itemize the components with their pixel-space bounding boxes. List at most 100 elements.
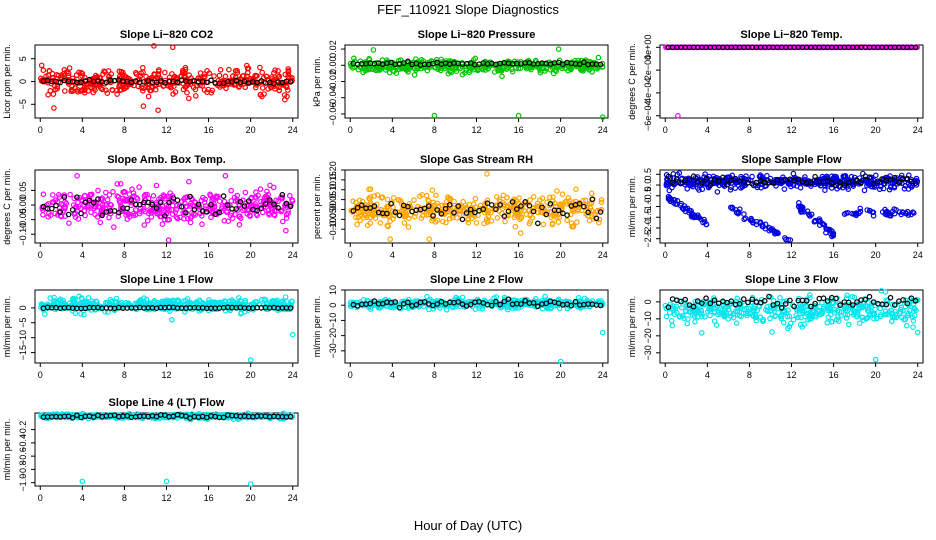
data-point [472,195,479,202]
data-point [747,44,753,51]
y-tick-label: 0.20 [328,161,338,179]
data-point [148,214,155,220]
chart-title: Slope Line 3 Flow [745,274,838,286]
chart-title: Slope Amb. Box Temp. [107,154,226,166]
data-point [529,205,536,212]
data-point [777,294,783,301]
reference-point [405,203,411,210]
data-point [187,219,194,226]
reference-point [137,201,143,208]
data-point [103,189,109,196]
data-point [449,214,456,221]
data-point [429,187,436,194]
x-tick-label: 12 [786,370,796,380]
x-tick-label: 0 [348,250,353,260]
data-points [663,170,921,243]
data-point [236,221,243,228]
data-point [386,210,393,217]
x-tick-label: 24 [913,250,923,260]
reference-point [258,205,265,212]
chart-title: Slope Gas Stream RH [420,154,533,166]
reference-point [74,194,80,201]
data-point [114,193,121,199]
data-point [584,204,590,211]
data-point [126,191,133,197]
data-point [283,227,289,234]
data-point [254,205,261,211]
x-tick-label: 0 [663,125,668,135]
x-tick-label: 20 [246,250,256,260]
y-tick-label: −0.05 [328,208,338,231]
data-point [396,66,403,73]
data-points [348,171,605,242]
data-point [547,67,554,73]
data-point [228,187,235,194]
reference-point [597,61,604,68]
y-tick-label: 0.00 [328,57,338,75]
data-point [670,171,677,177]
data-point [88,209,94,216]
reference-point [99,212,105,219]
data-point [424,67,431,74]
y-tick-label: −0.06 [328,103,338,126]
x-tick-label: 20 [556,250,566,260]
data-point [569,223,575,230]
y-axis-label: percent per min. [312,174,322,239]
data-point [595,219,602,226]
data-point [547,209,553,215]
data-point [71,195,78,202]
data-point [557,201,564,207]
data-point [352,214,359,221]
reference-point [576,200,583,207]
data-point [370,66,376,73]
x-tick-label: 4 [390,370,395,380]
data-point [378,66,384,72]
data-point [859,170,866,177]
data-point [714,189,721,195]
data-point [102,69,108,75]
data-point [271,212,278,219]
data-point [153,182,160,189]
y-tick-label: −15 [18,345,28,360]
data-point [130,212,137,219]
data-point [109,87,116,93]
x-tick-label: 16 [829,125,839,135]
reference-point [287,79,294,85]
data-point [732,185,739,191]
data-point [872,172,879,179]
data-point [582,197,589,204]
data-point [216,72,223,79]
data-point [710,173,717,180]
data-point [268,208,275,214]
data-point [104,196,111,203]
outlier-point [169,316,175,323]
reference-point [509,199,516,205]
reference-point [530,208,537,215]
reference-point [170,195,177,201]
y-tick-label: 10 [328,285,338,295]
reference-point [866,293,873,300]
data-point [395,57,402,64]
y-tick-label: 0.00 [18,196,28,214]
data-point [767,315,773,322]
data-point [114,91,120,97]
data-point [97,219,104,226]
y-axis-label: kPa per min. [312,56,322,107]
reference-point [86,197,93,204]
data-point [62,88,68,94]
data-point [159,221,166,228]
data-point [279,207,285,214]
data-point [72,310,79,317]
reference-point [95,196,101,202]
data-point [500,192,507,199]
x-tick-label: 4 [390,250,395,260]
data-point [429,218,435,224]
reference-point [183,210,189,216]
data-point [366,186,372,193]
reference-point [287,203,294,210]
data-point [523,211,530,218]
x-tick-label: 0 [663,250,668,260]
